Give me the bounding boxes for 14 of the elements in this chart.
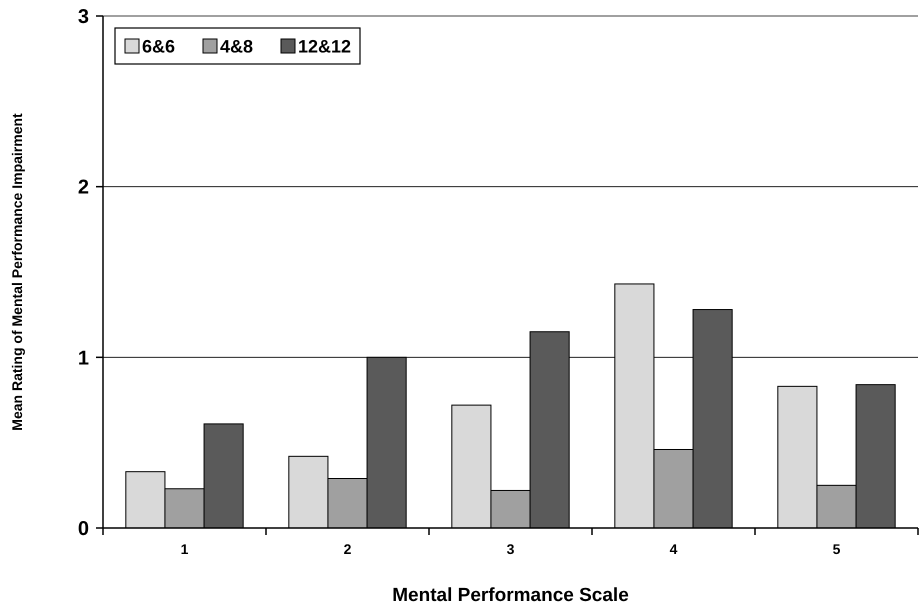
x-tick-label: 1 bbox=[180, 541, 189, 557]
x-tick-label: 3 bbox=[506, 541, 515, 557]
x-tick-label: 2 bbox=[344, 541, 352, 557]
y-tick-label: 1 bbox=[78, 347, 89, 370]
y-tick-label: 0 bbox=[78, 518, 89, 540]
y-tick-label: 3 bbox=[78, 6, 89, 28]
x-tick-label: 5 bbox=[832, 541, 841, 557]
x-axis-title: Mental Performance Scale bbox=[392, 585, 629, 606]
y-axis-title: Mean Rating of Mental Performance Impairment bbox=[9, 112, 25, 431]
x-tick-label: 4 bbox=[670, 541, 678, 557]
legend-label: 6&6 bbox=[142, 36, 176, 56]
legend-label: 12&12 bbox=[298, 36, 352, 56]
legend-label: 4&8 bbox=[220, 36, 254, 56]
y-tick-label: 2 bbox=[78, 176, 89, 199]
